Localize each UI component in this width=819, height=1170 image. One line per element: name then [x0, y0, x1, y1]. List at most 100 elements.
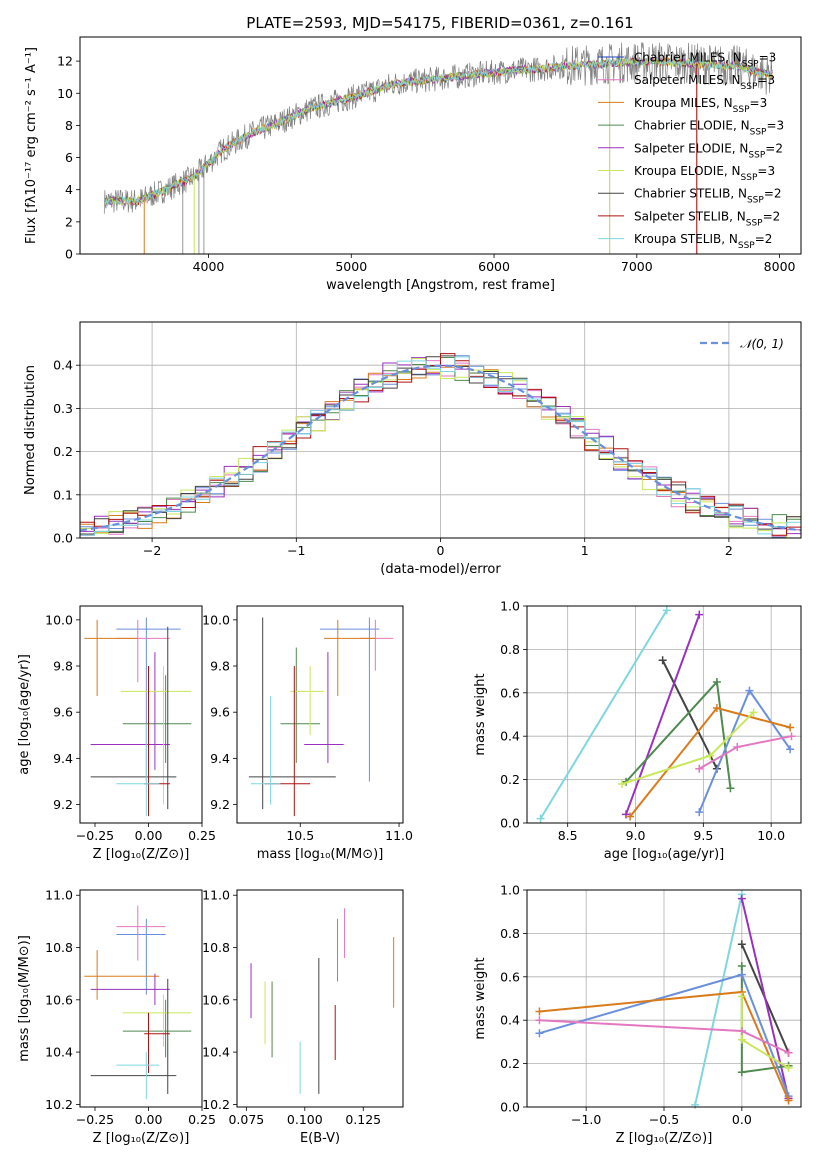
weight-point-marker [784, 1096, 793, 1105]
errorbars [84, 617, 192, 817]
y-tick-label: 0.6 [500, 969, 520, 984]
weight-point-marker [695, 808, 704, 817]
y-tick-label: 10.2 [202, 1097, 230, 1112]
x-axis-label: E(B-V) [300, 1131, 340, 1146]
x-tick-label: 0.00 [135, 828, 163, 843]
x-axis-label: (data-model)/error [380, 562, 501, 577]
x-axis-label: wavelength [Angstrom, rest frame] [326, 278, 555, 293]
legend-label: Salpeter ELODIE, NSSP=2 [634, 141, 783, 160]
weight-point-marker [737, 1035, 746, 1044]
y-axis-label: mass weight [473, 673, 488, 755]
x-axis-label: mass [log₁₀(M/M⊙)] [257, 847, 384, 862]
x-tick-label: 1 [581, 543, 589, 558]
weight-series-line [694, 894, 743, 1106]
y-tick-label: 9.2 [53, 797, 73, 812]
weight-point-marker [737, 894, 746, 903]
spectrum-lines [103, 42, 773, 254]
weight-point-marker [535, 1007, 544, 1016]
weight-point-marker [786, 723, 795, 732]
weight-point-marker [662, 606, 671, 615]
y-tick-label: 1.0 [500, 599, 520, 614]
legend-label: Salpeter MILES, NSSP=3 [634, 73, 775, 92]
y-tick-label: 10.6 [45, 992, 73, 1007]
x-tick-label: 8.5 [558, 828, 578, 843]
y-tick-label: 0.4 [500, 729, 520, 744]
weight-lines [536, 606, 796, 823]
x-tick-label: 0.0 [732, 1112, 752, 1127]
x-tick-label: 9.5 [693, 828, 713, 843]
x-tick-label: 9.0 [626, 828, 646, 843]
y-tick-label: 9.2 [210, 797, 230, 812]
weight-point-marker [658, 656, 667, 665]
y-tick-label: 0.2 [500, 772, 520, 787]
y-tick-label: 0.0 [53, 531, 73, 546]
weight-point-marker [737, 961, 746, 970]
y-tick-label: 10.4 [202, 1045, 230, 1060]
chart-mass_vs_ebv: 0.075 0.100 0.125 10.2 10.4 10.6 10.8 11.0 E(B-V… [202, 888, 404, 1146]
weight-point-marker [737, 1068, 746, 1077]
x-tick-label: 0.075 [228, 1112, 264, 1127]
axes-frame [79, 321, 802, 539]
weight-point-marker [536, 814, 545, 823]
histograms [80, 353, 801, 538]
x-tick-label: 0.125 [345, 1112, 381, 1127]
errorbars [248, 617, 394, 817]
legend-label: Kroupa ELODIE, NSSP=3 [634, 164, 775, 183]
x-tick-label: 5000 [335, 259, 367, 274]
y-axis-label: Flux [fλ10⁻¹⁷ erg cm⁻² s⁻¹ A⁻¹] [24, 47, 39, 244]
x-tick-label: 7000 [621, 259, 653, 274]
legend-label: Chabrier STELIB, NSSP=2 [634, 187, 782, 206]
x-tick-label: 0 [437, 543, 445, 558]
legend-label: 𝒩(0, 1) [740, 337, 784, 351]
y-axis-label: mass [log₁₀(M/M⊙)] [17, 935, 32, 1062]
y-tick-label: 8 [65, 118, 73, 133]
y-tick-label: 12 [57, 54, 73, 69]
y-tick-label: 0.2 [500, 1056, 520, 1071]
x-tick-label: 0.00 [135, 1112, 163, 1127]
y-tick-label: 0.8 [500, 926, 520, 941]
weight-point-marker [535, 1016, 544, 1025]
y-tick-label: 0 [65, 247, 73, 262]
x-tick-label: −1.0 [571, 1112, 601, 1127]
weight-point-marker [737, 992, 746, 1001]
model-spectrum-line [103, 56, 773, 206]
y-tick-label: 2 [65, 214, 73, 229]
histogram-step [80, 358, 801, 538]
y-tick-label: 10.8 [202, 940, 230, 955]
x-tick-label: 10.0 [757, 828, 785, 843]
x-tick-label: −0.25 [76, 828, 114, 843]
axes-frame [526, 889, 802, 1108]
legend-label: Kroupa MILES, NSSP=3 [634, 96, 767, 115]
x-tick-label: 2 [725, 543, 733, 558]
y-tick-label: 10.4 [45, 1045, 73, 1060]
weight-point-marker [749, 708, 758, 717]
y-tick-label: 11.0 [202, 888, 230, 903]
axes-frame [236, 605, 404, 824]
axes-frame [526, 605, 802, 824]
x-axis-label: Z [log₁₀(Z/Z⊙)] [616, 1131, 713, 1146]
weight-point-marker [712, 703, 721, 712]
x-tick-label: 8000 [764, 259, 796, 274]
y-tick-label: 9.4 [53, 751, 73, 766]
y-tick-label: 4 [65, 182, 73, 197]
y-tick-label: 10.8 [45, 940, 73, 955]
y-tick-label: 9.8 [210, 659, 230, 674]
y-tick-label: 0.0 [500, 1100, 520, 1115]
axes-frame [79, 36, 802, 255]
weight-series-line [740, 898, 790, 1099]
errorbars [84, 905, 192, 1100]
weight-point-marker [787, 732, 796, 741]
chart-weight_vs_Z: −1.0 −0.5 0.0 0.0 0.2 0.4 0.6 0.8 1.0 Z [log₁₀(Z/… [473, 883, 802, 1146]
y-tick-label: 0.1 [53, 487, 73, 502]
figure-title: PLATE=2593, MJD=54175, FIBERID=0361, z=0… [246, 14, 633, 32]
data-spectrum-line [103, 42, 773, 214]
histogram-step [80, 353, 801, 536]
gaussian-curve [80, 364, 801, 532]
weight-series-line [661, 659, 718, 770]
y-tick-label: 11.0 [45, 888, 73, 903]
weight-lines [535, 890, 793, 1109]
weight-point-marker [784, 1048, 793, 1057]
x-tick-label: −2 [143, 543, 161, 558]
x-tick-label: 4000 [193, 259, 225, 274]
